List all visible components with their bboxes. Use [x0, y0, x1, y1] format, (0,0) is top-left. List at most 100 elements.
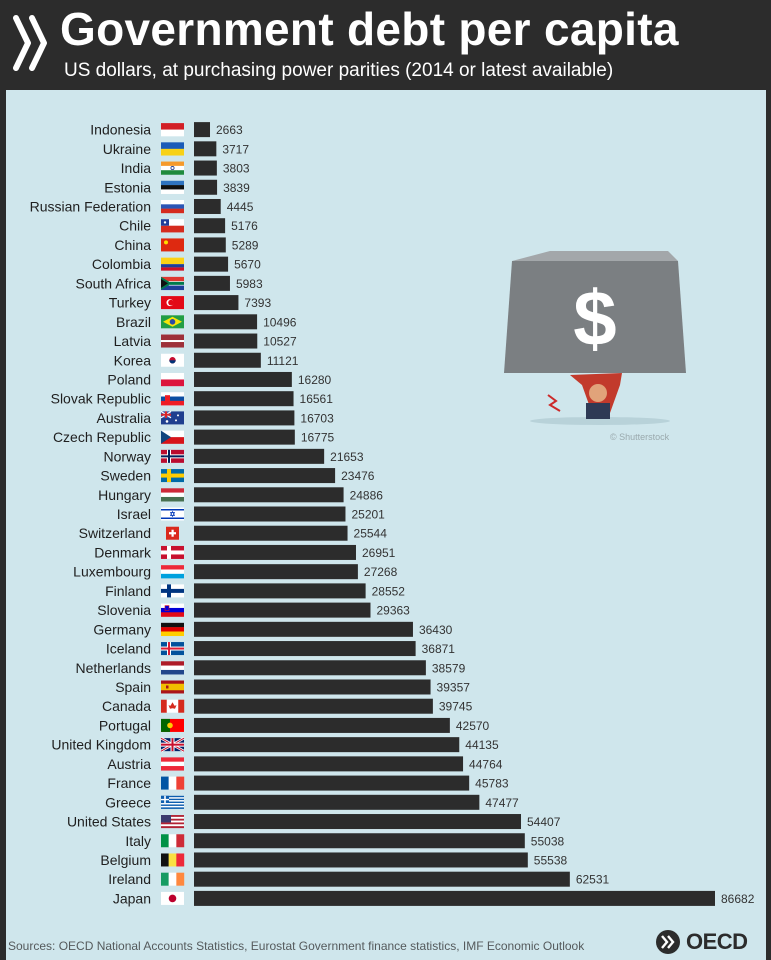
image-credit: © Shutterstock	[610, 432, 670, 442]
oecd-logo-icon	[656, 930, 680, 954]
category-label-colombia: Colombia	[92, 256, 151, 272]
value-label-hungary: 24886	[350, 488, 384, 502]
bar-ireland	[194, 871, 570, 887]
value-label-estonia: 3839	[223, 181, 250, 195]
category-label-france: France	[107, 775, 151, 791]
austria-flag-icon	[161, 757, 184, 771]
category-label-iceland: Iceland	[106, 641, 151, 657]
germany-flag-icon	[161, 622, 184, 637]
category-label-latvia: Latvia	[114, 333, 152, 349]
italy-flag-icon	[161, 834, 185, 848]
value-label-colombia: 5670	[234, 258, 261, 272]
value-label-netherlands: 38579	[432, 661, 466, 675]
israel-flag-icon	[161, 507, 184, 521]
category-label-netherlands: Netherlands	[76, 660, 152, 676]
value-label-italy: 55038	[531, 834, 565, 848]
bar-belgium	[194, 852, 528, 868]
bar-slovenia	[194, 602, 371, 618]
value-label-portugal: 42570	[456, 719, 490, 733]
ukraine-flag-icon	[161, 142, 184, 156]
value-label-greece: 47477	[485, 796, 519, 810]
value-label-ireland: 62531	[576, 873, 610, 887]
category-label-italy: Italy	[125, 833, 151, 849]
uk-flag-icon	[160, 737, 185, 753]
category-label-portugal: Portugal	[99, 717, 151, 733]
bar-russian-federation	[194, 198, 221, 214]
category-label-germany: Germany	[93, 621, 151, 637]
category-label-austria: Austria	[107, 756, 151, 772]
oecd-logo-text: OECD	[686, 929, 748, 954]
bar-hungary	[194, 487, 344, 503]
bar-czech-republic	[194, 429, 295, 445]
bar-poland	[194, 371, 292, 387]
spain-flag-icon	[161, 680, 184, 694]
category-label-china: China	[114, 237, 151, 253]
shadow	[530, 417, 670, 425]
man-legs	[586, 403, 610, 419]
value-label-united-states: 54407	[527, 815, 561, 829]
value-label-canada: 39745	[439, 700, 473, 714]
bar-south-africa	[194, 275, 230, 291]
category-label-australia: Australia	[97, 410, 152, 426]
value-label-australia: 16703	[300, 411, 334, 425]
value-label-poland: 16280	[298, 373, 332, 387]
bar-france	[194, 775, 470, 791]
value-label-chile: 5176	[231, 219, 258, 233]
category-label-russian-federation: Russian Federation	[30, 198, 151, 214]
category-label-brazil: Brazil	[116, 314, 151, 330]
category-label-ireland: Ireland	[108, 871, 151, 887]
colombia-flag-icon	[161, 257, 184, 271]
category-label-estonia: Estonia	[104, 179, 151, 195]
page-subtitle: US dollars, at purchasing power parities…	[64, 60, 614, 81]
category-label-slovak-republic: Slovak Republic	[51, 391, 151, 407]
bar-greece	[194, 794, 480, 810]
category-label-canada: Canada	[102, 698, 151, 714]
category-label-finland: Finland	[105, 583, 151, 599]
debt-weight-illustration: $	[504, 251, 686, 425]
value-label-czech-republic: 16775	[301, 431, 335, 445]
category-label-south-africa: South Africa	[76, 275, 152, 291]
value-label-spain: 39357	[437, 680, 471, 694]
norway-flag-icon	[161, 449, 184, 463]
denmark-flag-icon	[161, 545, 184, 559]
dollar-symbol: $	[573, 274, 616, 362]
weight-block	[504, 261, 686, 373]
bar-korea	[194, 352, 261, 368]
category-label-japan: Japan	[113, 890, 151, 906]
switzerland-flag-icon	[166, 526, 179, 540]
category-label-india: India	[121, 160, 152, 176]
value-label-indonesia: 2663	[216, 123, 243, 137]
value-label-japan: 86682	[721, 892, 755, 906]
page-title: Government debt per capita	[60, 3, 679, 55]
value-label-france: 45783	[475, 777, 509, 791]
value-label-slovenia: 29363	[376, 604, 410, 618]
bar-colombia	[194, 256, 229, 272]
category-label-chile: Chile	[119, 218, 151, 234]
category-label-czech-republic: Czech Republic	[53, 429, 151, 445]
value-label-south-africa: 5983	[236, 277, 263, 291]
value-label-latvia: 10527	[263, 335, 297, 349]
china-flag-icon	[161, 238, 184, 252]
category-label-israel: Israel	[117, 506, 151, 522]
strain-lines-icon	[547, 394, 561, 412]
value-label-switzerland: 25544	[354, 527, 388, 541]
netherlands-flag-icon	[161, 661, 184, 675]
usa-flag-icon	[161, 815, 184, 829]
category-label-norway: Norway	[104, 448, 151, 464]
value-label-turkey: 7393	[244, 296, 271, 310]
bar-finland	[194, 583, 366, 599]
latvia-flag-icon	[161, 334, 184, 348]
bar-norway	[194, 448, 325, 464]
czech-flag-icon	[161, 430, 184, 444]
category-label-indonesia: Indonesia	[90, 122, 151, 138]
category-label-hungary: Hungary	[98, 487, 151, 503]
bar-canada	[194, 698, 433, 714]
value-label-slovak-republic: 16561	[300, 392, 334, 406]
man-head	[589, 384, 607, 402]
luxembourg-flag-icon	[161, 565, 184, 579]
bar-sweden	[194, 468, 336, 484]
bar-netherlands	[194, 660, 426, 676]
category-label-slovenia: Slovenia	[97, 602, 151, 618]
chile-flag-icon	[161, 219, 184, 233]
value-label-china: 5289	[232, 238, 259, 252]
